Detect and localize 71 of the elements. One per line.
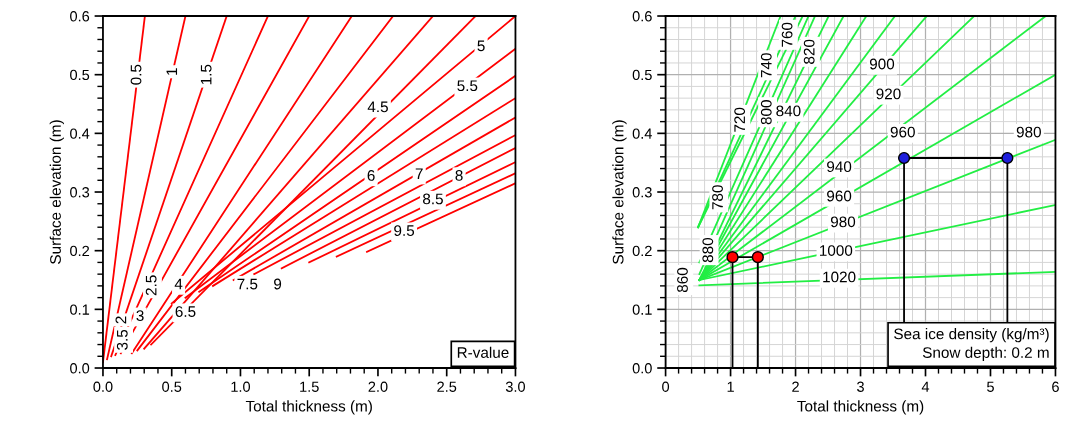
- x-tick-label: 4: [921, 381, 930, 392]
- y-axis-title: Surface elevation (m): [49, 120, 64, 264]
- annotation: 3.5: [116, 329, 128, 350]
- y-tick-label: 0.6: [632, 11, 652, 22]
- y-tick-label: 0.4: [632, 128, 652, 139]
- x-tick-label: 0.0: [93, 381, 113, 392]
- annotation: 1.5: [200, 64, 212, 85]
- y-tick-label: 0.6: [70, 11, 90, 22]
- y-tick-label: 0.3: [632, 187, 652, 198]
- annotation: 760: [781, 22, 793, 47]
- y-tick-label: 0.1: [632, 304, 652, 315]
- annotation: 9.5: [394, 225, 415, 237]
- annotation: 6: [367, 170, 375, 181]
- annotation: 820: [803, 39, 815, 64]
- annotation: 860: [677, 267, 688, 293]
- y-tick-label: 0.0: [70, 363, 90, 374]
- x-tick-label: 2: [792, 381, 799, 392]
- annotation: 8.5: [423, 193, 443, 205]
- y-tick-label: 0.5: [70, 69, 90, 81]
- y-tick-label: 0.0: [632, 363, 652, 374]
- annotation: 960: [827, 190, 852, 202]
- annotation: 2.5: [145, 275, 157, 296]
- annotation: 7: [415, 168, 423, 179]
- annotation: 980: [1016, 126, 1041, 138]
- x-tick-label: 6: [1052, 381, 1059, 392]
- y-tick-label: 0.1: [70, 304, 90, 315]
- x-tick-label: 0.5: [162, 381, 182, 392]
- x-tick-label: 2.0: [368, 381, 388, 392]
- x-tick-label: 0: [662, 381, 670, 392]
- annotation: 880: [702, 237, 714, 263]
- x-tick-label: 5: [987, 381, 994, 392]
- y-axis-title: Surface elevation (m): [612, 120, 627, 264]
- annotation: 900: [869, 58, 895, 70]
- annotation: 9: [274, 278, 282, 290]
- annotation: 5.5: [457, 80, 478, 92]
- x-tick-label: 1.5: [300, 381, 319, 392]
- annotation: 4.5: [367, 101, 388, 113]
- annotation: 8: [455, 170, 463, 181]
- annotation: 780: [712, 185, 723, 210]
- annotation: 1: [166, 68, 178, 75]
- x-tick-label: 1: [727, 381, 734, 392]
- annotation: 6.5: [175, 306, 196, 317]
- annotation: Sea ice density (kg/m³) Snow depth: 0.2 m: [894, 328, 1049, 361]
- x-axis-title: Total thickness (m): [797, 400, 924, 415]
- annotation: 980: [830, 216, 856, 228]
- x-tick-label: 2.5: [437, 381, 457, 392]
- annotation: 940: [827, 161, 852, 173]
- annotation: 4: [174, 278, 183, 290]
- annotation: 840: [776, 105, 801, 117]
- x-tick-label: 1.0: [231, 381, 251, 392]
- x-tick-label: 3.0: [505, 381, 526, 392]
- annotation: 2: [115, 316, 127, 324]
- annotation: 800: [760, 100, 772, 125]
- annotation: 740: [760, 53, 772, 78]
- annotation: 3: [136, 310, 144, 322]
- annotation: 960: [890, 126, 915, 138]
- annotation: 1000: [820, 245, 853, 256]
- annotation: 0.5: [130, 64, 142, 85]
- annotation: R-value: [457, 346, 509, 358]
- x-tick-label: 3: [857, 381, 864, 392]
- y-tick-label: 0.2: [632, 245, 652, 257]
- y-tick-label: 0.5: [632, 69, 652, 81]
- y-tick-label: 0.4: [70, 128, 90, 139]
- y-tick-label: 0.2: [70, 245, 90, 257]
- annotation: 920: [876, 88, 901, 100]
- annotation: 5: [477, 40, 485, 52]
- annotation: 7.5: [237, 278, 258, 290]
- annotation: 720: [734, 107, 746, 132]
- y-tick-label: 0.3: [70, 187, 90, 198]
- annotation: 1020: [823, 271, 856, 283]
- x-axis-title: Total thickness (m): [245, 400, 372, 415]
